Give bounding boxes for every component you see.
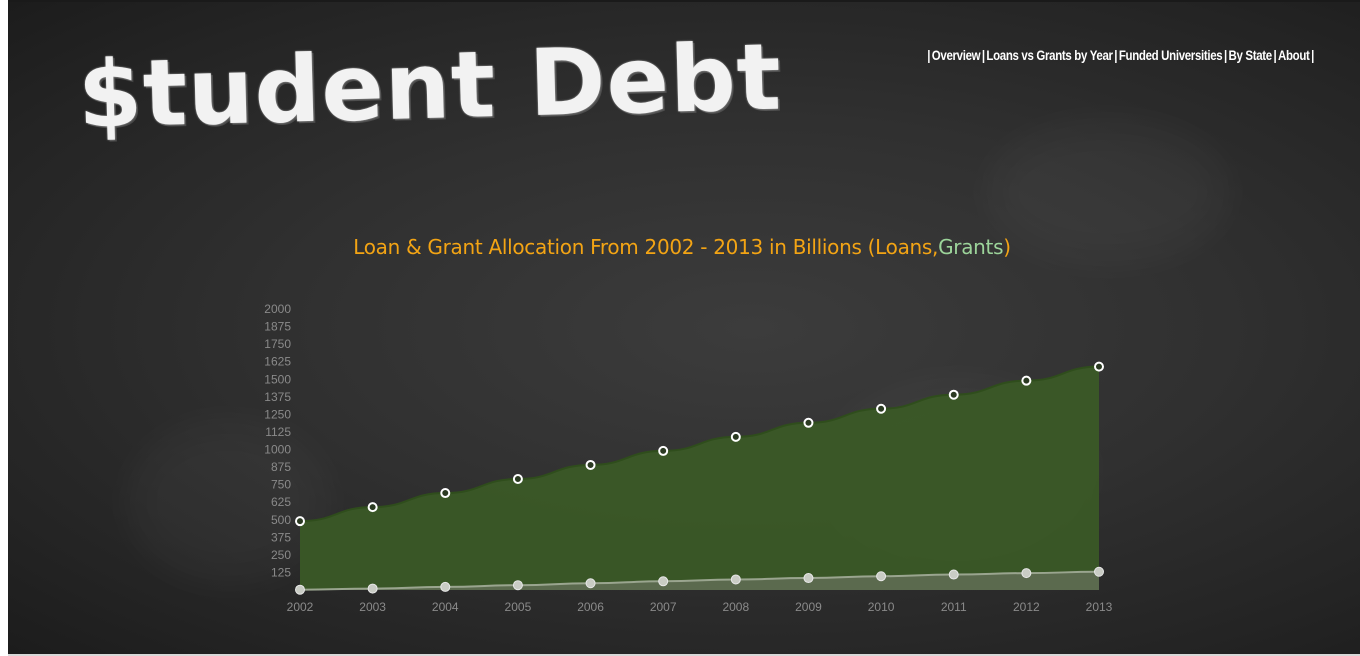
x-tick-label: 2005 [505,600,532,614]
loans-point [1021,375,1032,386]
nav-overview[interactable]: Overview [932,47,981,63]
y-tick-label: 1000 [264,443,291,457]
y-tick-label: 250 [271,548,291,562]
grants-point [585,578,596,589]
y-tick-label: 1250 [264,407,291,421]
x-tick-label: 2010 [868,600,895,614]
grants-point [948,569,959,580]
loans-area [300,366,1099,590]
nav-loans-vs-grants[interactable]: Loans vs Grants by Year [986,47,1114,63]
loans-point [730,431,741,442]
y-tick-label: 1125 [265,425,291,439]
nav-about[interactable]: About [1278,47,1310,63]
chart-title-grants: Grants [938,235,1004,259]
top-nav: | Overview | Loans vs Grants by Year | F… [927,47,1315,63]
loans-point [876,403,887,414]
grants-point [367,583,378,594]
x-tick-label: 2004 [432,600,459,614]
y-tick-label: 125 [271,565,291,579]
loans-point [948,389,959,400]
grants-point [295,584,305,595]
y-tick-label: 875 [271,460,291,474]
y-tick-label: 625 [271,495,291,509]
y-tick-label: 500 [271,513,291,527]
grants-point [1021,568,1032,579]
grants-point [876,571,887,582]
grants-point [1094,566,1104,577]
x-tick-label: 2012 [1013,600,1040,614]
x-tick-label: 2006 [577,600,604,614]
grants-point [730,574,741,585]
nav-funded-universities[interactable]: Funded Universities [1119,47,1223,63]
y-tick-label: 1625 [264,355,291,369]
y-tick-label: 750 [271,478,291,492]
y-tick-label: 2000 [264,302,291,316]
chart-title: Loan & Grant Allocation From 2002 - 2013… [0,235,1360,259]
grants-line [299,570,1100,591]
x-tick-label: 2013 [1086,600,1113,614]
x-tick-label: 2007 [650,600,677,614]
x-tick-label: 2002 [287,600,314,614]
chart-title-loans: Loan & Grant Allocation From 2002 - 2013… [353,235,939,259]
nav-by-state[interactable]: By State [1228,47,1273,63]
y-tick-label: 1375 [264,390,291,404]
grants-point [658,576,669,587]
loans-point [295,516,305,527]
loans-point [1094,361,1104,372]
grants-point [440,581,451,592]
y-tick-label: 1500 [264,372,291,386]
x-tick-label: 2008 [722,600,749,614]
loans-point [512,474,523,485]
chart-title-close: ) [1003,235,1011,259]
loans-point [367,502,378,513]
loans-point [658,445,669,456]
x-tick-label: 2009 [795,600,822,614]
loans-point [585,459,596,470]
loans-line [299,365,1100,523]
loans-point [440,488,451,499]
loans-point [803,417,814,428]
x-tick-label: 2011 [941,600,967,614]
grants-point [512,580,523,591]
y-tick-label: 1875 [264,320,291,334]
grants-point [803,573,814,584]
y-tick-label: 1750 [264,337,291,351]
x-tick-label: 2003 [359,600,386,614]
y-tick-label: 375 [271,530,291,544]
